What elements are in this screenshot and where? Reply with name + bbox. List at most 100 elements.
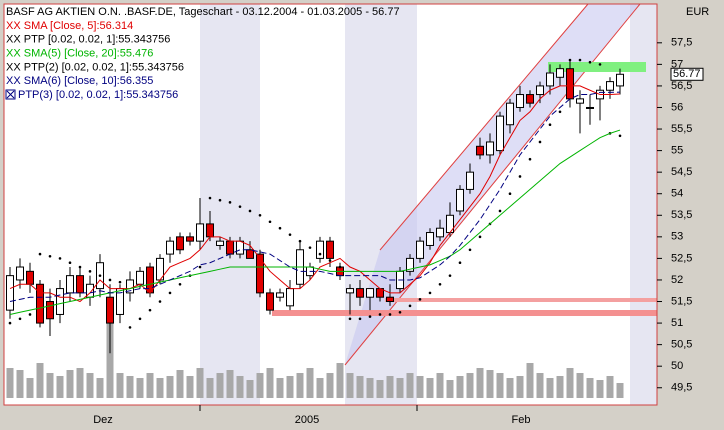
volume-bar <box>606 376 614 398</box>
candle-body <box>6 275 14 311</box>
volume-bar <box>506 378 514 398</box>
candle-body <box>426 232 434 246</box>
ptp-dot <box>408 304 412 308</box>
volume-bar <box>496 373 504 398</box>
ptp-dot <box>118 280 122 284</box>
resistance-band <box>548 62 646 72</box>
volume-bar <box>326 373 334 398</box>
currency: EUR <box>686 6 709 18</box>
ptp-dot <box>558 110 562 114</box>
candle-body <box>36 283 44 324</box>
candle-body <box>16 266 24 281</box>
volume-bar <box>256 373 264 398</box>
legend-entry: XX PTP [0.02, 0.02, 1]:55.343756 <box>6 34 170 46</box>
ptp-dot <box>448 274 452 277</box>
ptp-dot <box>18 317 22 321</box>
ptp-dot <box>258 213 262 217</box>
candle-body <box>166 240 174 255</box>
ptp-dot <box>338 265 342 269</box>
ptp-dot <box>58 257 62 260</box>
ptp-dot <box>218 198 222 202</box>
volume-bar <box>276 378 284 398</box>
legend-entry: XX SMA(6) [Close, 10]:56.355 <box>6 75 153 87</box>
ptp-dot <box>78 265 82 269</box>
volume-bar <box>226 370 234 398</box>
volume-bar <box>366 378 374 398</box>
volume-bar <box>456 376 464 398</box>
candle-body <box>56 288 64 315</box>
candle-body <box>466 171 474 190</box>
volume-bar <box>386 376 394 398</box>
ptp-dot <box>48 254 52 258</box>
volume-bar <box>206 378 214 398</box>
price-box-label: 56.77 <box>673 68 701 80</box>
ptp-dot <box>128 326 132 329</box>
ptp-dot <box>68 261 72 265</box>
candle-body <box>66 275 74 294</box>
indicator-line <box>9 91 621 303</box>
candle-body <box>606 81 614 91</box>
ptp-dot <box>588 60 592 64</box>
ptp-dot <box>88 270 92 273</box>
volume-bar <box>346 373 354 398</box>
y-tick-label: 55,5 <box>671 123 692 135</box>
candle-body <box>46 301 54 320</box>
ptp-dot <box>478 235 482 239</box>
ptp-dot <box>248 209 252 213</box>
volume-bar <box>576 373 584 398</box>
candle-body <box>546 72 554 87</box>
ptp-dot <box>8 321 12 325</box>
ptp-dot <box>38 252 42 256</box>
y-tick-label: 50,5 <box>671 339 692 351</box>
ptp-dot <box>418 298 422 301</box>
volume-bar <box>526 363 534 398</box>
candle-body <box>176 236 184 251</box>
chart-title: BASF AG AKTIEN O.N. .BASF.DE, Tageschart… <box>6 6 400 18</box>
candle-body <box>366 288 374 298</box>
volume-bar <box>106 313 114 398</box>
volume-bar <box>116 373 124 398</box>
volume-bar <box>26 378 34 398</box>
volume-bar <box>16 370 24 398</box>
y-tick-label: 53,5 <box>671 209 692 221</box>
volume-bar <box>516 376 524 398</box>
ptp-dot <box>148 308 152 312</box>
y-tick-label: 54 <box>671 188 683 200</box>
ptp-dot <box>538 140 542 144</box>
ptp-dot <box>298 239 302 243</box>
legend-entry: XX PTP(2) [0.02, 0.02, 1]:55.343756 <box>6 61 184 73</box>
ptp-dot <box>308 246 312 249</box>
volume-bar <box>86 373 94 398</box>
shade <box>200 4 260 405</box>
y-tick-label: 52,5 <box>671 252 692 264</box>
ptp-dot <box>468 248 472 252</box>
volume-bar <box>156 378 164 398</box>
volume-bar <box>146 373 154 398</box>
candle-body <box>206 223 214 238</box>
volume-bar <box>616 383 624 398</box>
legend-icon <box>6 90 15 99</box>
ptp-dot <box>398 310 402 314</box>
ptp-dot <box>568 58 572 62</box>
volume-bar <box>306 368 314 398</box>
candle-body <box>286 288 294 307</box>
ptp-dot <box>518 175 522 178</box>
x-tick-label: Dez <box>93 414 113 426</box>
candle-body <box>616 73 624 87</box>
volume-bar <box>566 368 574 398</box>
volume-bar <box>436 373 444 398</box>
candle-body <box>556 68 564 78</box>
candle-body <box>356 288 364 298</box>
volume-bar <box>416 376 424 398</box>
volume-bar <box>336 363 344 398</box>
volume-bar <box>66 370 74 398</box>
volume-bar <box>76 368 84 398</box>
ptp-dot <box>28 313 32 316</box>
ptp-dot <box>348 317 352 321</box>
marks <box>6 58 624 398</box>
candle-body <box>256 253 264 294</box>
candle-body <box>26 270 34 285</box>
candle-body <box>346 288 354 294</box>
ptp-dot <box>438 282 442 286</box>
